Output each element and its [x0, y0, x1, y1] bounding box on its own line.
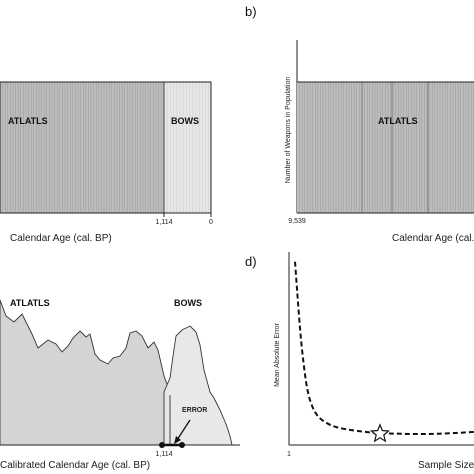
- region-label-bows-a: BOWS: [171, 116, 199, 126]
- panel-a: ATLATLS BOWS 1,114 0 Calendar Age (cal. …: [0, 81, 213, 244]
- x-axis-label-b: Calendar Age (cal. BP): [392, 233, 474, 244]
- y-axis-label-d: Mean Absolute Error: [274, 322, 281, 386]
- x-tick-label-0-a: 0: [209, 219, 213, 226]
- error-curve-d: [294, 261, 474, 436]
- panel-letter-b: b): [245, 4, 257, 19]
- panel-c: ERROR ATLATLS BOWS 1,114 Calibrated Cale…: [0, 298, 240, 471]
- region-label-atlatls-a: ATLATLS: [8, 116, 48, 126]
- bows-area-c: [163, 325, 233, 446]
- hatch-lines-atlatls-b: [299, 82, 474, 213]
- x-tick-label-1114-a: 1,114: [156, 219, 173, 226]
- hatch-lines-atlatls-a: [2, 82, 165, 213]
- error-end-marker-c: [179, 442, 185, 448]
- error-annotation-c: ERROR: [182, 407, 207, 414]
- error-arrow-head-c: [174, 436, 181, 444]
- region-label-atlatls-b: ATLATLS: [378, 116, 418, 126]
- region-label-bows-c: BOWS: [174, 298, 202, 308]
- x-tick-label-1-d: 1: [287, 451, 291, 458]
- atlatls-area-c: [0, 299, 171, 446]
- y-axis-label-b: Number of Weapons in Population: [285, 77, 292, 184]
- error-arrow-line-c: [176, 419, 191, 441]
- error-start-marker-c: [159, 442, 165, 448]
- x-axis-label-c: Calibrated Calendar Age (cal. BP): [0, 460, 150, 471]
- panel-letter-d: d): [245, 254, 257, 269]
- hatch-lines-bows-a: [163, 82, 210, 213]
- panel-b: b) ATLATLS 9,539 Calendar Age (cal. BP) …: [245, 4, 474, 244]
- panel-d: d) 1 Sample Size Mean Absolute Error: [245, 252, 474, 471]
- x-axis-label-d: Sample Size: [418, 460, 474, 471]
- bows-region-a: [164, 82, 211, 213]
- atlatls-region-a: [0, 82, 164, 213]
- star-marker-d: [369, 423, 390, 443]
- x-tick-label-9539-b: 9,539: [288, 218, 306, 225]
- x-tick-label-1114-c: 1,114: [156, 451, 173, 458]
- region-label-atlatls-c: ATLATLS: [10, 298, 50, 308]
- x-axis-label-a: Calendar Age (cal. BP): [10, 233, 112, 244]
